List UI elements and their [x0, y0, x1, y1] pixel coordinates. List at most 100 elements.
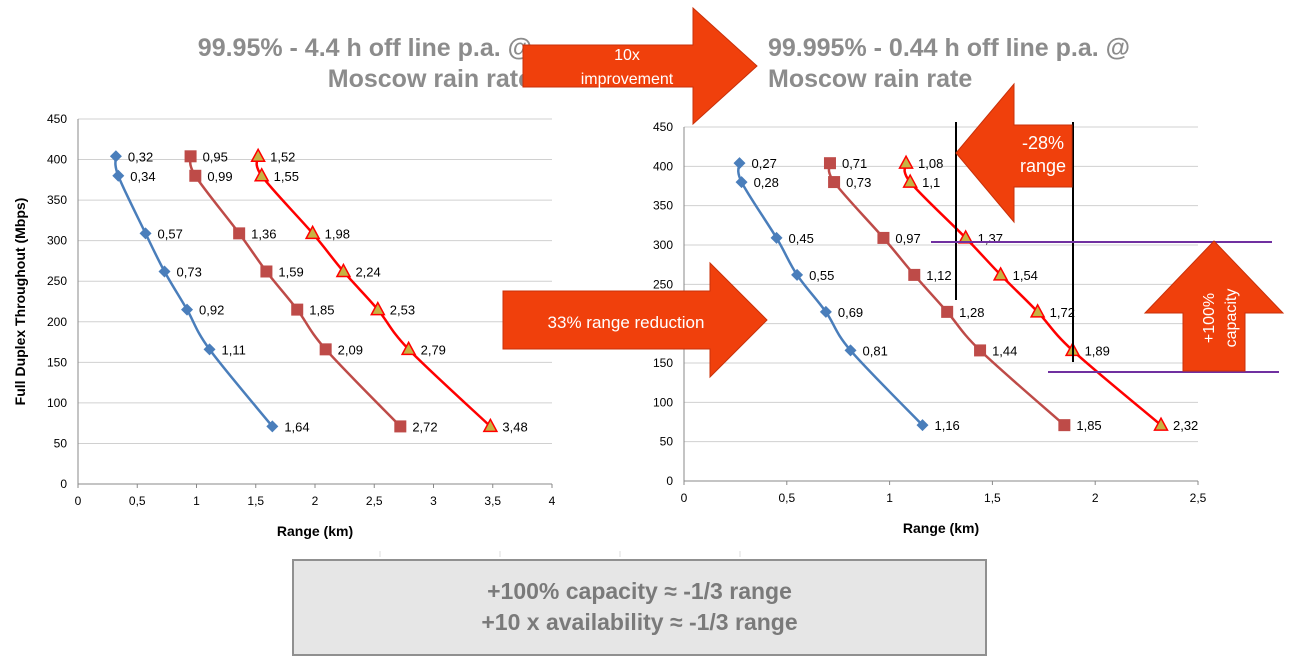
chart1-series1-data-label: 0,32 [128, 149, 153, 164]
chart2-series1-data-label: 0,28 [754, 175, 779, 190]
chart1-y-tick-label: 150 [47, 355, 67, 369]
chart1-series2-point [189, 169, 202, 182]
chart2-series2-data-label: 1,85 [1076, 418, 1101, 433]
chart1-series1-point [203, 343, 216, 356]
chart1-x-tick-label: 2 [312, 494, 319, 508]
chart1-series3-point [482, 417, 499, 433]
chart2-series3-data-label: 1,08 [918, 156, 943, 171]
chart1-x-tick-label: 0,5 [129, 494, 146, 508]
chart1-y-tick-label: 50 [54, 436, 68, 450]
range-decrease-pct: -28% [1022, 133, 1064, 153]
chart2-series2-data-label: 1,44 [992, 343, 1017, 358]
chart1-series3-data-label: 2,79 [421, 342, 446, 357]
chart2-series1-point [735, 176, 748, 189]
chart2-series1-data-label: 0,55 [809, 268, 834, 283]
chart1-series1-data-label: 0,34 [130, 169, 155, 184]
chart2-series2-point [908, 268, 921, 281]
chart2-y-tick-label: 250 [653, 277, 673, 291]
chart2-y-tick-label: 150 [653, 356, 673, 370]
chart1-series3-data-label: 2,24 [355, 264, 380, 279]
chart2-series1-data-label: 0,45 [789, 231, 814, 246]
chart1-series2-point [319, 343, 332, 356]
range-decrease-word: range [1020, 156, 1066, 176]
chart2-series3-data-label: 1,72 [1050, 305, 1075, 320]
chart2-series3-data-label: 1,37 [978, 231, 1003, 246]
chart1-x-tick-label: 3 [430, 494, 437, 508]
summary-box: +100% capacity ≈ -1/3 range +10 x availa… [292, 559, 987, 656]
chart1-series1-point [139, 227, 152, 240]
chart1-series2-data-label: 2,72 [412, 419, 437, 434]
chart1-x-tick-label: 1,5 [247, 494, 264, 508]
chart2-y-tick-label: 450 [653, 120, 673, 134]
chart1-series1-point [158, 265, 171, 278]
chart2-x-tick-label: 2,5 [1190, 491, 1207, 505]
improvement-label-line2: improvement [581, 71, 674, 88]
chart1-y-tick-label: 400 [47, 153, 67, 167]
chart1-series1-data-label: 0,92 [199, 303, 224, 318]
chart2-series3-point [898, 154, 914, 169]
chart1-y-tick-label: 100 [47, 396, 67, 410]
chart1-series3-point [250, 147, 266, 163]
chart2-series1-point [770, 231, 783, 244]
chart2-series3-line [903, 162, 1162, 427]
left-header-line2: Moscow rain rate [327, 65, 532, 93]
chart1-series2-point [233, 227, 246, 240]
chart1-y-tick-label: 300 [47, 234, 67, 248]
chart2-x-tick-label: 1,5 [984, 491, 1001, 505]
chart2-series1-data-label: 0,81 [863, 343, 888, 358]
chart1-series1-data-label: 0,57 [158, 226, 183, 241]
range-reduction-arrow [502, 261, 768, 379]
chart2-series3-point [992, 266, 1009, 281]
chart2-series2-point [828, 176, 841, 189]
chart2-y-tick-label: 0 [666, 474, 673, 488]
chart2-series2-data-label: 0,97 [895, 231, 920, 246]
chart1-series2-point [291, 303, 304, 316]
chart1-y-tick-label: 250 [47, 274, 67, 288]
capacity-label-line1: +100% [1201, 293, 1218, 343]
left-header-line1: 99.95% - 4.4 h off line p.a. @ [197, 34, 532, 62]
chart1-x-tick-label: 4 [549, 494, 556, 508]
chart1-series3-data-label: 1,55 [274, 169, 299, 184]
chart1-series3-line [255, 156, 492, 428]
chart1-x-tick-label: 3,5 [484, 494, 501, 508]
summary-line1: +100% capacity ≈ -1/3 range [487, 578, 792, 604]
summary-line2: +10 x availability ≈ -1/3 range [481, 609, 798, 635]
chart2-x-tick-label: 1 [886, 491, 893, 505]
chart1-series3-point [304, 224, 321, 240]
chart1-series2-line [188, 156, 402, 428]
chart1-series1-data-label: 1,64 [284, 419, 309, 434]
chart2-series2-data-label: 1,12 [926, 268, 951, 283]
chart2-series1-line [737, 163, 924, 427]
chart2-series2-data-label: 0,73 [846, 175, 871, 190]
chart1-series1-point [181, 303, 194, 316]
chart1-series3-point [370, 301, 386, 316]
chart1-y-tick-label: 0 [60, 477, 67, 491]
chart2-series1-data-label: 0,27 [752, 156, 777, 171]
chart2-x-axis-label: Range (km) [903, 520, 979, 536]
chart1-series2-data-label: 1,36 [251, 226, 276, 241]
chart1-series1-data-label: 1,11 [222, 342, 246, 357]
chart2-x-tick-label: 2 [1092, 491, 1099, 505]
chart2-series1-point [791, 268, 804, 281]
chart1-series2-data-label: 1,85 [309, 303, 334, 318]
chart2-x-tick-label: 0,5 [778, 491, 795, 505]
chart1-series3-point [335, 262, 352, 278]
chart2-y-tick-label: 400 [653, 159, 673, 173]
chart2-series2-point [823, 157, 836, 170]
right-header-line2: Moscow rain rate [768, 65, 973, 93]
chart2-y-tick-label: 300 [653, 238, 673, 252]
chart1-series2-data-label: 2,09 [338, 342, 363, 357]
chart1-series2-point [260, 265, 273, 278]
range-decrease-arrow [955, 82, 1073, 224]
right-header: 99.995% - 0.44 h off line p.a. @ Moscow … [768, 33, 1188, 95]
chart1-x-tick-label: 2,5 [366, 494, 383, 508]
chart1-x-tick-label: 1 [193, 494, 200, 508]
chart2-series3-data-label: 1,54 [1013, 268, 1038, 283]
chart2-series2-line [827, 162, 1066, 427]
chart1-series1-point [266, 420, 279, 433]
chart1-series2-point [184, 150, 197, 163]
chart2-series2-point [1058, 419, 1071, 432]
left-header: 99.95% - 4.4 h off line p.a. @ Moscow ra… [160, 33, 532, 95]
chart1-series3-point [400, 340, 417, 356]
chart2-series2-point [941, 305, 954, 318]
